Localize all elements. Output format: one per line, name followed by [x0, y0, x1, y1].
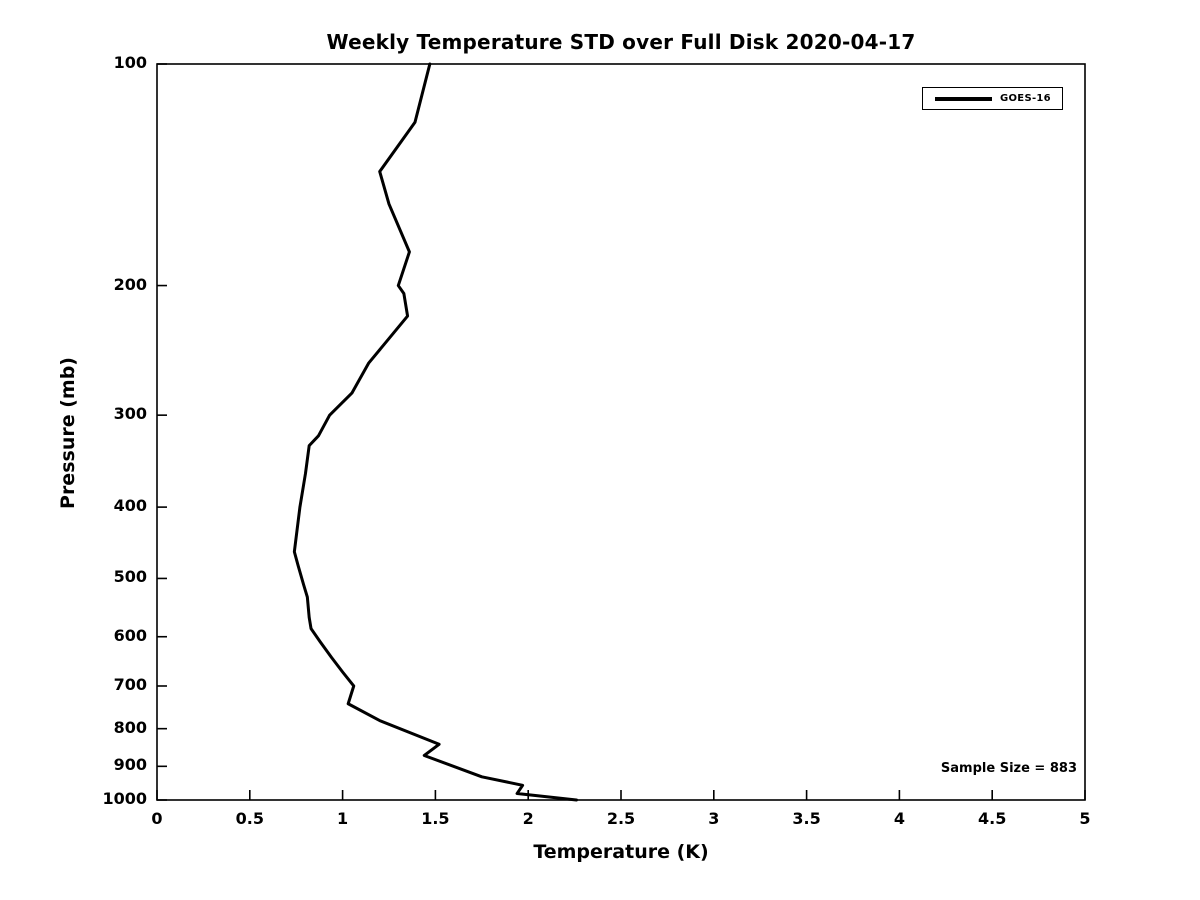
y-tick-label: 200 — [113, 274, 147, 294]
y-tick-label: 800 — [113, 717, 147, 737]
y-tick-label: 600 — [113, 625, 147, 645]
chart-title: Weekly Temperature STD over Full Disk 20… — [326, 30, 916, 54]
x-tick-label: 1 — [337, 809, 349, 828]
x-tick-label: 0.5 — [235, 809, 264, 828]
y-tick-label: 1000 — [102, 789, 147, 808]
x-tick-label: 2.5 — [606, 809, 636, 828]
y-tick-label: 900 — [113, 755, 147, 775]
x-tick-label: 1.5 — [421, 809, 450, 828]
x-tick-label: 3 — [708, 809, 720, 828]
y-axis-label: Pressure (mb) — [57, 357, 79, 509]
x-tick-label: 4.5 — [978, 809, 1007, 828]
x-tick-label: 5 — [1079, 809, 1091, 828]
legend-line-sample-icon — [935, 96, 992, 101]
axes-frame — [156, 63, 1086, 801]
sample-size-annotation: Sample Size = 883 — [940, 761, 1077, 776]
y-tick-label: 700 — [113, 674, 147, 694]
x-tick-label: 3.5 — [792, 809, 821, 828]
x-tick-label: 2 — [522, 809, 534, 828]
y-tick-label: 400 — [113, 496, 147, 516]
y-tick-label: 100 — [113, 53, 147, 72]
x-tick-label: 4 — [893, 809, 905, 828]
y-tick-label: 300 — [113, 404, 147, 424]
x-tick-label: 0 — [151, 809, 163, 828]
x-axis-label: Temperature (K) — [533, 841, 709, 863]
legend-label: GOES-16 — [1000, 93, 1051, 104]
series-line-goes-16 — [292, 62, 578, 802]
legend: GOES-16 — [922, 87, 1063, 110]
y-tick-label: 500 — [113, 567, 147, 587]
